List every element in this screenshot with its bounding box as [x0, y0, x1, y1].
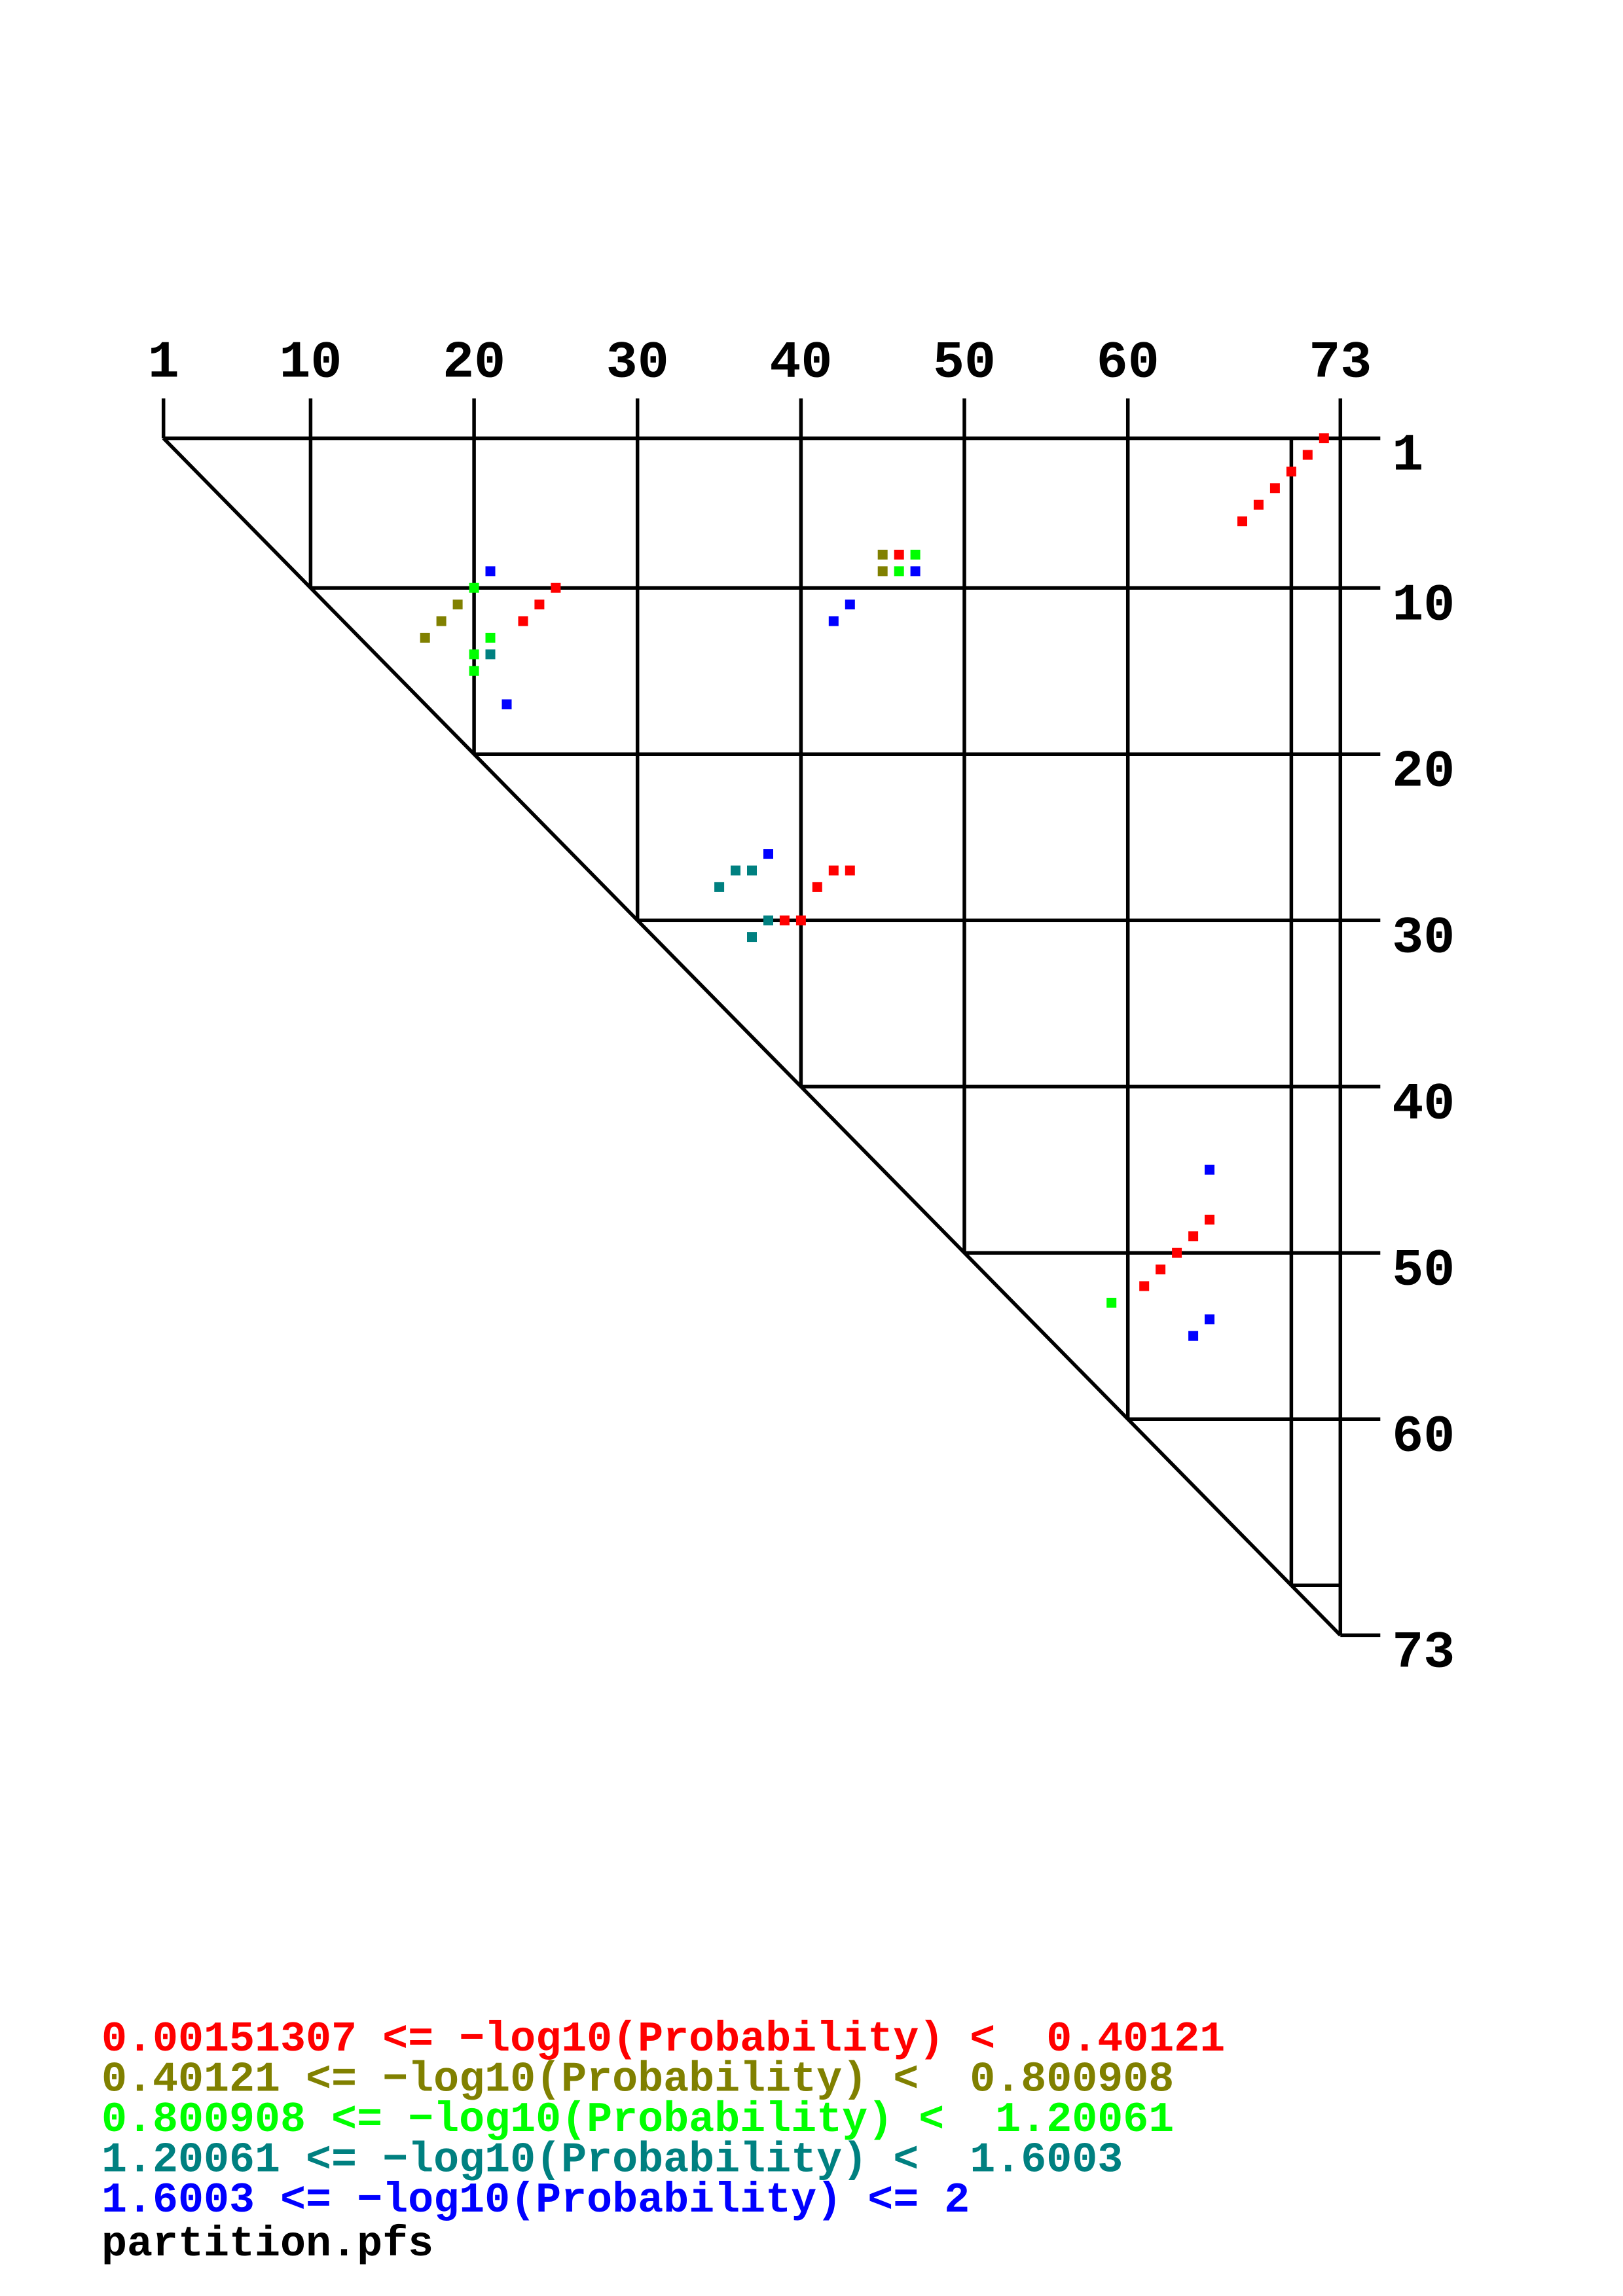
- svg-text:partition.pfs: partition.pfs: [101, 2220, 433, 2269]
- svg-text:50: 50: [1392, 1241, 1455, 1300]
- svg-text:73: 73: [1392, 1624, 1455, 1683]
- svg-text:20: 20: [1392, 742, 1455, 802]
- svg-text:1: 1: [1392, 427, 1423, 486]
- svg-text:60: 60: [1097, 334, 1159, 393]
- svg-text:20: 20: [443, 334, 505, 393]
- svg-text:1: 1: [148, 334, 179, 393]
- svg-text:10: 10: [1392, 576, 1455, 636]
- svg-text:73: 73: [1309, 334, 1372, 393]
- svg-text:1.6003 <= −log10(Probability): 1.6003 <= −log10(Probability) <= 2: [101, 2176, 970, 2225]
- svg-text:10: 10: [279, 334, 342, 393]
- svg-text:60: 60: [1392, 1407, 1455, 1467]
- svg-text:40: 40: [769, 334, 832, 393]
- svg-text:30: 30: [1392, 908, 1455, 968]
- svg-text:50: 50: [933, 334, 996, 393]
- svg-text:40: 40: [1392, 1075, 1455, 1134]
- svg-text:30: 30: [606, 334, 669, 393]
